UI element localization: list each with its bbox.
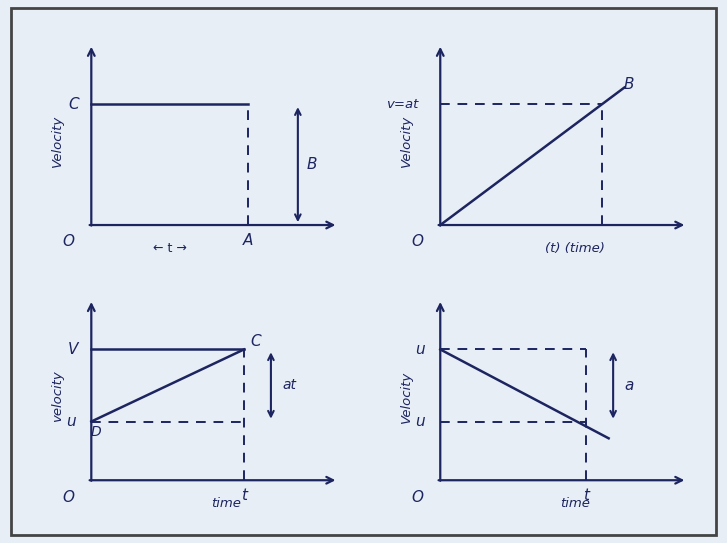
Text: ← t →: ← t →	[153, 242, 187, 255]
Text: V: V	[68, 342, 79, 357]
Text: C: C	[250, 333, 260, 349]
Text: C: C	[68, 97, 79, 112]
Text: velocity: velocity	[51, 370, 64, 422]
Text: O: O	[411, 234, 424, 249]
Text: at: at	[282, 378, 296, 393]
Text: O: O	[411, 489, 424, 504]
Text: u: u	[66, 414, 76, 429]
Text: t: t	[583, 488, 589, 503]
Text: B: B	[307, 157, 318, 172]
Text: D: D	[90, 425, 101, 439]
Text: B: B	[624, 77, 634, 92]
Text: a: a	[624, 378, 634, 393]
Text: t: t	[241, 488, 247, 503]
Text: time: time	[560, 497, 590, 510]
FancyBboxPatch shape	[11, 8, 716, 535]
Text: O: O	[63, 234, 75, 249]
Text: time: time	[211, 497, 241, 510]
Text: Velocity: Velocity	[51, 115, 64, 167]
Text: Velocity: Velocity	[400, 370, 413, 422]
Text: u: u	[415, 414, 425, 429]
Text: (t) (time): (t) (time)	[545, 242, 605, 255]
Text: Velocity: Velocity	[400, 115, 413, 167]
Text: v=at: v=at	[386, 98, 418, 111]
Text: O: O	[63, 489, 75, 504]
Text: u: u	[415, 342, 425, 357]
Text: A: A	[244, 232, 254, 248]
